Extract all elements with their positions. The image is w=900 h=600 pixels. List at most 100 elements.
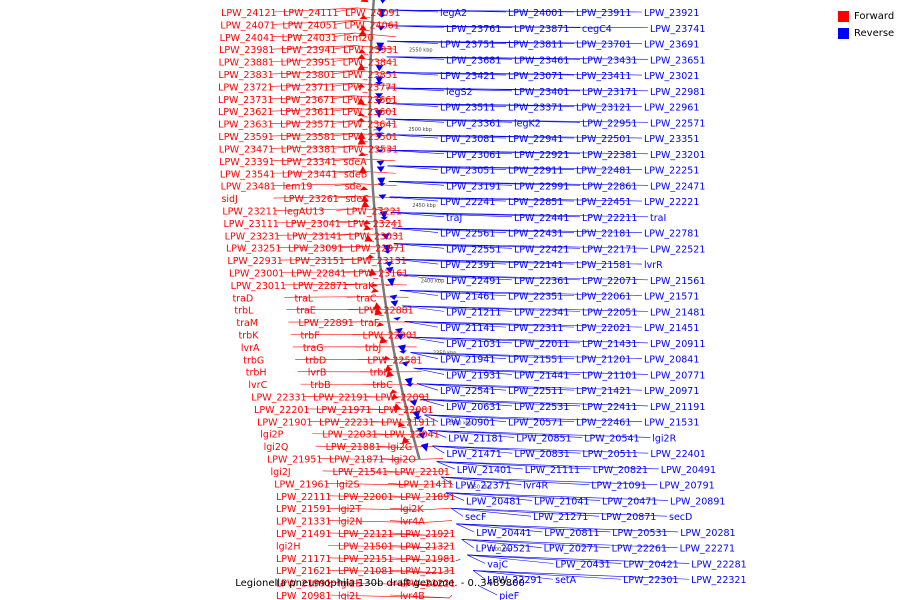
reverse-feature-label: LPW_20511 [582, 449, 637, 460]
forward-connector [342, 271, 365, 273]
forward-connector [368, 408, 391, 410]
forward-connector [332, 145, 355, 149]
reverse-connector [387, 40, 643, 44]
reverse-connector [402, 305, 513, 312]
reverse-feature [375, 81, 384, 86]
forward-connector [334, 20, 357, 25]
forward-connector [318, 458, 403, 461]
reverse-feature-label: LPW_21041 [534, 496, 589, 507]
reverse-feature-label: LPW_21481 [650, 307, 705, 318]
forward-feature-label: LPW_23381 [281, 144, 336, 155]
forward-connector [273, 195, 358, 199]
forward-feature-label: LPW_23941 [281, 45, 336, 56]
scale-tick-label: 2400 kbp [421, 279, 445, 285]
forward-feature [401, 436, 410, 445]
forward-feature-label: trbB [310, 380, 330, 391]
forward-feature [357, 83, 366, 88]
reverse-feature-label: LPW_22561 [440, 229, 495, 240]
forward-connector [270, 120, 355, 124]
reverse-feature-label: LPW_21141 [440, 323, 495, 334]
reverse-feature-label: LPW_22991 [514, 181, 569, 192]
map-caption: Legionella pneumophila 130b draft genome… [235, 578, 525, 589]
forward-connector [270, 70, 355, 75]
reverse-feature [380, 0, 386, 4]
reverse-feature [376, 166, 385, 173]
forward-connector [312, 433, 397, 436]
forward-connector [365, 396, 388, 398]
forward-connector [435, 557, 453, 561]
legend: Forward Reverse [838, 8, 894, 42]
forward-connector [363, 258, 404, 261]
forward-feature-label: LPW_22101 [395, 467, 450, 478]
reverse-feature-label: traI [650, 213, 666, 224]
reverse-feature-label: LPW_22171 [582, 244, 637, 255]
reverse-connector [424, 414, 507, 422]
forward-feature-label: lgi2P [260, 430, 283, 441]
reverse-connector [410, 352, 439, 359]
reverse-connector [424, 414, 575, 422]
reverse-feature-label: LPW_23351 [644, 134, 699, 145]
reverse-connector [461, 539, 678, 549]
reverse-feature-label: lvrR [644, 260, 663, 271]
reverse-connector [467, 554, 622, 564]
reverse-connector [436, 461, 455, 470]
reverse-feature-label: LPW_23511 [440, 103, 495, 114]
reverse-feature [375, 132, 384, 139]
reverse-connector [441, 476, 454, 485]
feature-labels: LPW_24121 LPW_24111 LPW_24091 LPW_24071 LPW_… [218, 8, 747, 600]
forward-label: Forward [854, 11, 895, 22]
reverse-connector [461, 539, 610, 549]
reverse-connector [472, 570, 486, 580]
forward-feature-label: LPW_21991 [276, 579, 331, 590]
forward-connector [270, 82, 355, 87]
reverse-feature [383, 250, 392, 254]
forward-feature-label: LPW_23951 [281, 58, 336, 69]
reverse-feature-label: LPW_20541 [584, 433, 639, 444]
forward-connector [384, 470, 407, 473]
reverse-connector [402, 305, 649, 312]
reverse-feature-label: LPW_23421 [440, 71, 495, 82]
forward-feature-label: LPW_23141 [287, 231, 342, 242]
forward-feature-label: LPW_23601 [342, 107, 397, 118]
forward-feature-label: LPW_23671 [280, 95, 335, 106]
forward-feature-label: lgi2Q [264, 442, 289, 453]
reverse-feature-label: LPW_23461 [514, 55, 569, 66]
reverse-connector [420, 398, 445, 407]
reverse-connector [386, 118, 649, 123]
scale-tick-label: 2350 kbp [433, 351, 457, 357]
forward-feature-label: LPW_22121 [338, 529, 393, 540]
reverse-feature-label: LPW_22511 [508, 386, 563, 397]
reverse-feature-label: LPW_23651 [650, 55, 705, 66]
reverse-feature [390, 300, 399, 307]
scale-tick-label: 2450 kbp [412, 203, 436, 209]
forward-connector [444, 582, 453, 586]
reverse-feature-label: LPW_21431 [582, 339, 637, 350]
reverse-feature-label: LPW_22071 [582, 276, 637, 287]
reverse-connector [386, 56, 649, 60]
reverse-feature-label: LPW_23921 [644, 8, 699, 19]
forward-connector [449, 594, 453, 599]
forward-connector [284, 296, 369, 298]
forward-feature-label: LPW_21321 [400, 541, 455, 552]
reverse-connector [389, 196, 643, 202]
forward-connector [327, 532, 427, 536]
forward-feature-label: LPW_23851 [342, 70, 397, 81]
forward-feature [357, 117, 366, 122]
forward-connector [377, 445, 400, 448]
reverse-feature-label: LPW_23061 [446, 150, 501, 161]
forward-connector [389, 532, 427, 536]
reverse-connector [479, 585, 498, 596]
forward-connector [333, 45, 356, 50]
reverse-feature-label: LPW_22281 [691, 559, 746, 570]
forward-connector [326, 483, 411, 486]
forward-feature-label: LPW_23581 [280, 132, 335, 143]
reverse-connector [436, 461, 659, 470]
forward-feature [358, 29, 367, 37]
reverse-feature-label: LPW_22021 [576, 323, 631, 334]
forward-connector [371, 421, 394, 423]
forward-feature-label: trbF [301, 331, 320, 342]
reverse-feature [375, 126, 384, 133]
reverse-feature-label: setA [555, 575, 577, 586]
reverse-feature-label: LPW_20791 [659, 481, 714, 492]
